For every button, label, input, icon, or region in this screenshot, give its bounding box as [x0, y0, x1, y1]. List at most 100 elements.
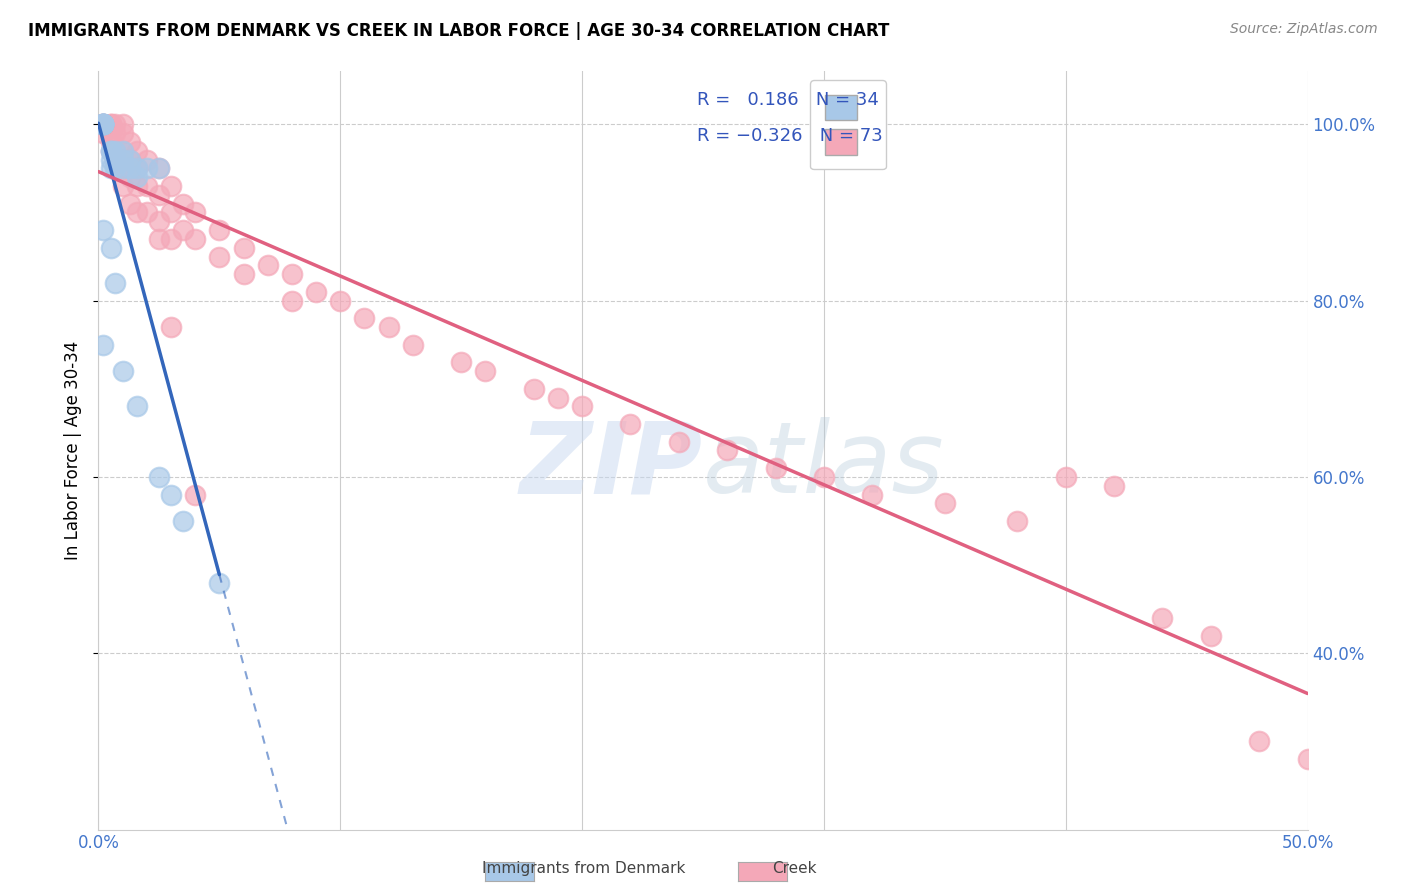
Text: IMMIGRANTS FROM DENMARK VS CREEK IN LABOR FORCE | AGE 30-34 CORRELATION CHART: IMMIGRANTS FROM DENMARK VS CREEK IN LABO…: [28, 22, 890, 40]
Point: [135, 205, 157, 219]
Point: [256, 258, 278, 272]
Point: [100, 241, 122, 255]
Text: Immigrants from Denmark: Immigrants from Denmark: [482, 861, 685, 876]
Point: [353, 311, 375, 326]
Point: [1007, 514, 1029, 528]
Point: [91, 223, 114, 237]
Point: [91, 117, 114, 131]
Point: [91, 126, 114, 140]
Point: [135, 178, 157, 193]
Point: [118, 135, 141, 149]
Point: [184, 232, 207, 246]
Point: [91, 117, 114, 131]
Point: [127, 144, 149, 158]
Point: [100, 117, 122, 131]
Point: [934, 496, 956, 510]
Point: [91, 117, 114, 131]
Point: [100, 144, 122, 158]
Point: [111, 364, 134, 378]
Point: [160, 320, 183, 334]
Point: [104, 126, 127, 140]
Point: [111, 126, 134, 140]
Point: [160, 205, 183, 219]
Point: [329, 293, 352, 308]
Point: [100, 126, 122, 140]
Point: [127, 178, 149, 193]
Point: [104, 144, 127, 158]
Point: [91, 117, 114, 131]
Text: atlas: atlas: [703, 417, 945, 514]
Point: [148, 470, 170, 484]
Point: [232, 267, 254, 281]
Legend: , : ,: [810, 80, 886, 169]
Point: [208, 223, 231, 237]
Text: R = −0.326   N = 73: R = −0.326 N = 73: [697, 128, 883, 145]
Point: [91, 117, 114, 131]
Point: [148, 214, 170, 228]
Point: [91, 117, 114, 131]
Point: [100, 144, 122, 158]
Point: [208, 575, 231, 590]
Point: [104, 153, 127, 167]
Point: [716, 443, 738, 458]
Point: [91, 117, 114, 131]
Point: [111, 117, 134, 131]
Point: [860, 487, 883, 501]
Point: [100, 144, 122, 158]
Point: [111, 144, 134, 158]
Point: [523, 382, 546, 396]
Point: [118, 170, 141, 185]
Point: [571, 400, 593, 414]
Point: [148, 232, 170, 246]
Point: [111, 161, 134, 176]
Point: [160, 178, 183, 193]
Point: [111, 153, 134, 167]
Point: [111, 161, 134, 176]
Point: [1054, 470, 1077, 484]
Point: [160, 487, 183, 501]
Point: [104, 276, 127, 290]
Point: [118, 196, 141, 211]
Y-axis label: In Labor Force | Age 30-34: In Labor Force | Age 30-34: [65, 341, 83, 560]
Point: [91, 337, 114, 351]
Point: [172, 223, 194, 237]
Text: Creek: Creek: [772, 861, 817, 876]
Point: [100, 161, 122, 176]
Text: ZIP: ZIP: [520, 417, 703, 514]
Point: [104, 144, 127, 158]
Point: [127, 161, 149, 176]
Point: [100, 153, 122, 167]
Text: Source: ZipAtlas.com: Source: ZipAtlas.com: [1230, 22, 1378, 37]
Point: [111, 178, 134, 193]
Point: [111, 144, 134, 158]
Point: [91, 117, 114, 131]
Point: [402, 337, 425, 351]
Point: [172, 196, 194, 211]
Point: [450, 355, 472, 369]
Point: [127, 205, 149, 219]
Point: [91, 117, 114, 131]
Point: [127, 161, 149, 176]
Point: [1152, 611, 1174, 625]
Point: [184, 205, 207, 219]
Point: [100, 117, 122, 131]
Point: [104, 161, 127, 176]
Point: [135, 153, 157, 167]
Point: [813, 470, 835, 484]
Point: [547, 391, 569, 405]
Point: [104, 117, 127, 131]
Point: [135, 161, 157, 176]
Point: [127, 400, 149, 414]
Point: [148, 161, 170, 176]
Point: [118, 153, 141, 167]
Point: [377, 320, 399, 334]
Point: [104, 153, 127, 167]
Point: [148, 187, 170, 202]
Point: [160, 232, 183, 246]
Point: [1102, 479, 1125, 493]
Point: [1296, 752, 1319, 766]
Point: [1249, 734, 1271, 748]
Point: [474, 364, 496, 378]
Text: R =   0.186   N = 34: R = 0.186 N = 34: [697, 92, 879, 110]
Point: [232, 241, 254, 255]
